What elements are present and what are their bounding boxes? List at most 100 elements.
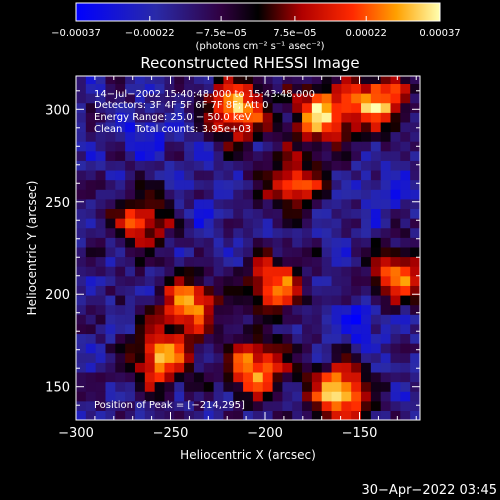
colorbar-ticks bbox=[75, 16, 441, 21]
heatmap-cell bbox=[144, 169, 156, 181]
heatmap-cell bbox=[282, 323, 293, 335]
heatmap-cell bbox=[351, 410, 362, 420]
heatmap-cell bbox=[184, 400, 195, 411]
heatmap-cell bbox=[174, 304, 185, 315]
heatmap-cell bbox=[154, 141, 166, 152]
heatmap-cell bbox=[85, 93, 97, 104]
heatmap-cell bbox=[321, 218, 333, 229]
heatmap-cell bbox=[115, 352, 126, 363]
heatmap-cell bbox=[420, 141, 430, 151]
heatmap-cell bbox=[400, 256, 411, 267]
heatmap-cell bbox=[302, 362, 313, 373]
heatmap-cell bbox=[115, 294, 126, 306]
heatmap-cell bbox=[174, 169, 185, 181]
heatmap-cell bbox=[272, 275, 283, 286]
heatmap-cell bbox=[351, 266, 362, 277]
heatmap-cell bbox=[311, 381, 323, 392]
heatmap-cell bbox=[184, 83, 195, 94]
heatmap-cell bbox=[233, 294, 244, 306]
heatmap-cell bbox=[410, 362, 420, 373]
heatmap-cell bbox=[361, 218, 372, 229]
heatmap-cell bbox=[361, 400, 372, 411]
heatmap-cell bbox=[302, 323, 313, 335]
heatmap-cell bbox=[233, 314, 244, 325]
heatmap-cell bbox=[400, 266, 411, 277]
heatmap-cell bbox=[272, 150, 283, 161]
heatmap-cell bbox=[252, 266, 264, 277]
heatmap-cell bbox=[390, 275, 401, 286]
heatmap-cell bbox=[292, 227, 303, 238]
heatmap-cell bbox=[213, 169, 225, 181]
y-tick-label: 300 bbox=[45, 103, 70, 118]
heatmap-cell bbox=[154, 285, 166, 296]
heatmap-cell bbox=[390, 150, 401, 161]
heatmap-cell bbox=[311, 304, 323, 315]
heatmap-cell bbox=[233, 112, 244, 123]
heatmap-cell bbox=[252, 410, 264, 420]
heatmap-cell bbox=[243, 102, 254, 113]
heatmap-cell bbox=[262, 285, 274, 296]
heatmap-cell bbox=[351, 371, 362, 383]
x-tick-label: −150 bbox=[342, 426, 378, 441]
heatmap-cell bbox=[400, 352, 411, 363]
heatmap-cell bbox=[213, 285, 225, 296]
heatmap-cell bbox=[144, 160, 156, 171]
heatmap-cell bbox=[125, 246, 136, 258]
heatmap-cell bbox=[134, 410, 146, 420]
heatmap-cell bbox=[420, 362, 430, 372]
heatmap-cell bbox=[154, 160, 166, 171]
heatmap-cell bbox=[351, 179, 362, 190]
heatmap-cell bbox=[341, 266, 352, 277]
heatmap-cell bbox=[144, 266, 156, 277]
heatmap-cell bbox=[302, 93, 313, 104]
heatmap-cell bbox=[410, 275, 420, 286]
heatmap-cell bbox=[302, 150, 313, 161]
heatmap-cell bbox=[361, 343, 372, 354]
x-tick-label: −300 bbox=[58, 426, 94, 441]
heatmap-cell bbox=[321, 352, 333, 363]
heatmap-cell bbox=[134, 333, 146, 344]
heatmap-cell bbox=[272, 141, 283, 152]
heatmap-cell bbox=[76, 391, 87, 402]
heatmap-cell bbox=[203, 314, 215, 325]
heatmap-cell bbox=[164, 102, 175, 113]
heatmap-cell bbox=[164, 256, 175, 267]
heatmap-cell bbox=[134, 76, 146, 84]
heatmap-cell bbox=[351, 227, 362, 238]
heatmap-cell bbox=[321, 169, 333, 181]
heatmap-cell bbox=[400, 391, 411, 402]
heatmap-cell bbox=[213, 237, 225, 248]
heatmap-cell bbox=[213, 83, 225, 94]
heatmap-cell bbox=[115, 381, 126, 392]
heatmap-cell bbox=[134, 112, 146, 123]
heatmap-cell bbox=[174, 333, 185, 344]
heatmap-cell bbox=[105, 275, 116, 286]
heatmap-cell bbox=[262, 160, 274, 171]
heatmap-cell bbox=[95, 237, 107, 248]
heatmap-cell bbox=[233, 381, 244, 392]
heatmap-cell bbox=[311, 169, 323, 181]
heatmap-cell bbox=[410, 179, 420, 190]
heatmap-cell bbox=[125, 323, 136, 335]
heatmap-cell bbox=[223, 362, 234, 373]
heatmap-cell bbox=[420, 218, 430, 228]
heatmap-cell bbox=[164, 237, 175, 248]
heatmap-cell bbox=[243, 352, 254, 363]
heatmap-cell bbox=[76, 218, 87, 229]
heatmap-cell bbox=[390, 218, 401, 229]
heatmap-cell bbox=[203, 121, 215, 133]
heatmap-cell bbox=[95, 285, 107, 296]
heatmap-cell bbox=[292, 83, 303, 94]
heatmap-cell bbox=[351, 275, 362, 286]
heatmap-cell bbox=[252, 391, 264, 402]
heatmap-cell bbox=[390, 131, 401, 142]
heatmap-cell bbox=[213, 266, 225, 277]
heatmap-cell bbox=[311, 314, 323, 325]
heatmap-cell bbox=[134, 362, 146, 373]
heatmap-cell bbox=[76, 304, 87, 315]
heatmap-cell bbox=[410, 333, 420, 344]
heatmap-cell bbox=[341, 285, 352, 296]
heatmap-cell bbox=[213, 362, 225, 373]
heatmap-cell bbox=[233, 343, 244, 354]
heatmap-cell bbox=[193, 112, 205, 123]
